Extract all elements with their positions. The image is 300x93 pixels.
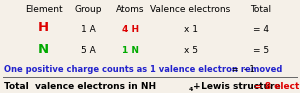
Text: +: + <box>194 82 201 91</box>
Text: = 4: = 4 <box>253 25 269 34</box>
Text: One positive charge counts as 1 valence electron removed: One positive charge counts as 1 valence … <box>4 65 283 74</box>
Text: = 5: = 5 <box>253 46 269 55</box>
Text: Atoms: Atoms <box>116 5 145 14</box>
Text: 5 A: 5 A <box>81 46 96 55</box>
Text: x 5: x 5 <box>184 46 197 55</box>
Text: Lewis structure: Lewis structure <box>198 82 280 91</box>
Text: H: H <box>38 21 49 34</box>
Text: Element: Element <box>25 5 62 14</box>
Text: Valence electrons: Valence electrons <box>150 5 231 14</box>
Text: 1 A: 1 A <box>81 25 96 34</box>
Text: 1 N: 1 N <box>122 46 139 55</box>
Text: Group: Group <box>75 5 102 14</box>
Text: Total: Total <box>250 5 272 14</box>
Text: x 1: x 1 <box>184 25 197 34</box>
Text: =  - 1: = - 1 <box>229 65 254 74</box>
Text: = 8 electrons: = 8 electrons <box>251 82 300 91</box>
Text: N: N <box>38 43 49 56</box>
Text: Total  valence electrons in NH: Total valence electrons in NH <box>4 82 157 91</box>
Text: 4: 4 <box>188 87 193 92</box>
Text: 4 H: 4 H <box>122 25 139 34</box>
